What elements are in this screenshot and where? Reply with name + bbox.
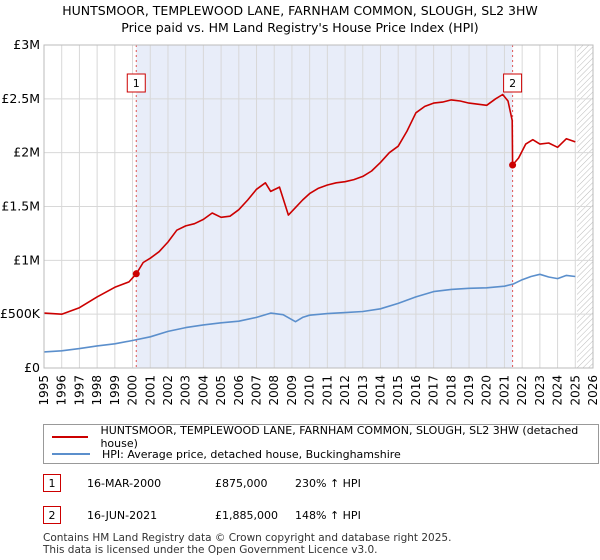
legend-label-property: HUNTSMOOR, TEMPLEWOOD LANE, FARNHAM COMM… [100, 424, 579, 450]
marker-badge [503, 73, 523, 93]
x-tick-label: 2016 [409, 375, 423, 406]
sale-point [509, 161, 517, 169]
hpi-line [43, 273, 576, 353]
x-tick-label: 2019 [462, 375, 476, 406]
y-tick-label: £0 [24, 360, 40, 375]
transaction-price: £875,000 [215, 477, 268, 490]
y-tick-label: £500K [0, 306, 41, 321]
price-chart: £0 £500K £1M £1.5M £2M £2.5M £3M 1995 1996 1997 19… [0, 37, 600, 406]
marker-badge-label: 2 [509, 77, 516, 90]
x-tick-label: 2004 [196, 375, 210, 406]
legend-swatch-hpi [52, 453, 90, 455]
x-tick-label: 2014 [373, 375, 387, 406]
transaction-date: 16-JUN-2021 [87, 509, 158, 522]
y-tick-label: £3M [13, 37, 40, 52]
x-tick-label: 2017 [427, 375, 441, 406]
property-price-line [43, 93, 576, 316]
chart-title: HUNTSMOOR, TEMPLEWOOD LANE, FARNHAM COMM… [62, 3, 538, 18]
plot-border [43, 44, 594, 369]
legend-label-hpi: HPI: Average price, detached house, Buck… [102, 447, 401, 461]
x-tick-label: 2007 [250, 375, 264, 406]
x-tick-label: 1999 [108, 375, 122, 406]
x-tick-label: 1995 [37, 375, 51, 406]
y-tick-label: £1M [13, 252, 40, 267]
x-tick-label: 2006 [232, 375, 246, 406]
x-tick-label: 2003 [179, 375, 193, 406]
footer-copyright: Contains HM Land Registry data © Crown c… [43, 532, 452, 544]
x-tick-label: 2022 [515, 375, 529, 406]
x-tick-label: 2021 [497, 375, 511, 406]
y-tick-label: £2.5M [1, 91, 40, 106]
x-tick-label: 2018 [444, 375, 458, 406]
x-tick-label: 1997 [72, 375, 86, 406]
sale-point [132, 270, 140, 278]
x-tick-label: 2025 [568, 375, 582, 406]
x-tick-label: 2009 [285, 375, 299, 406]
marker-badge-label: 1 [133, 77, 140, 90]
x-tick-label: 2024 [551, 375, 565, 406]
y-tick-label: £1.5M [1, 199, 40, 214]
footer-licence: This data is licensed under the Open Gov… [43, 544, 378, 556]
chart-subtitle: Price paid vs. HM Land Registry's House … [121, 20, 479, 35]
x-tick-label: 2008 [267, 375, 281, 406]
legend-item-property: HUNTSMOOR, TEMPLEWOOD LANE, FARNHAM COMM… [52, 424, 598, 450]
x-tick-label: 2011 [320, 375, 334, 406]
legend: HUNTSMOOR, TEMPLEWOOD LANE, FARNHAM COMM… [43, 424, 599, 464]
x-tick-label: 2015 [391, 375, 405, 406]
x-tick-label: 2013 [356, 375, 370, 406]
x-tick-label: 2010 [303, 375, 317, 406]
x-tick-label: 2000 [126, 375, 140, 406]
footer: Contains HM Land Registry data © Crown c… [43, 532, 451, 556]
x-tick-label: 2001 [143, 375, 157, 406]
x-tick-label: 2023 [533, 375, 547, 406]
y-tick-label: £2M [13, 145, 40, 160]
x-tick-label: 2020 [480, 375, 494, 406]
transaction-hpi-change: 148% ↑ HPI [295, 509, 361, 522]
x-tick-label: 2026 [586, 375, 600, 406]
x-tick-label: 2005 [214, 375, 228, 406]
marker-badge [126, 73, 146, 93]
x-tick-label: 1998 [90, 375, 104, 406]
x-tick-label: 2002 [161, 375, 175, 406]
x-tick-label: 1996 [55, 375, 69, 406]
legend-item-hpi: HPI: Average price, detached house, Buck… [52, 446, 401, 462]
transaction-badge: 2 [43, 506, 61, 524]
legend-swatch-property [52, 436, 89, 438]
x-tick-label: 2012 [338, 375, 352, 406]
transaction-date: 16-MAR-2000 [87, 477, 162, 490]
transaction-hpi-change: 230% ↑ HPI [295, 477, 361, 490]
transaction-badge: 1 [43, 474, 61, 492]
transaction-price: £1,885,000 [215, 509, 278, 522]
